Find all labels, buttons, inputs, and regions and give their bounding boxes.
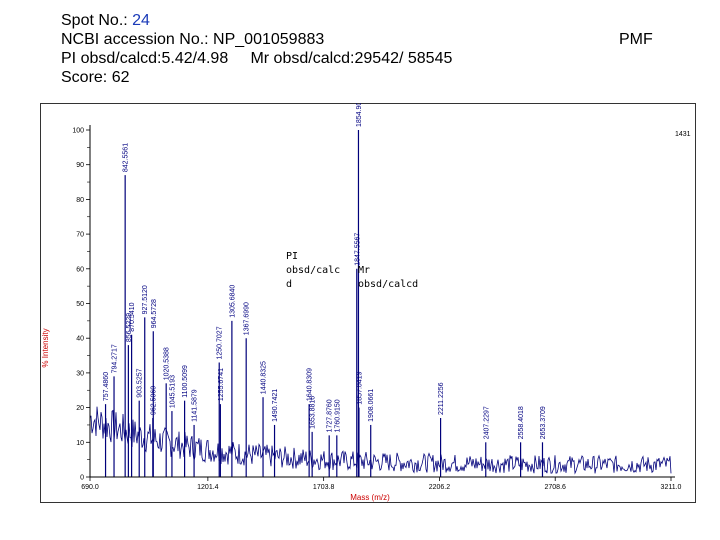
- peak-label: 903.5257: [137, 368, 144, 397]
- plot-frame: [40, 103, 696, 503]
- peak-label: 2407.2297: [483, 406, 490, 439]
- peak-label: 794.2717: [112, 344, 119, 373]
- y-axis-label: % Intensity: [41, 328, 50, 367]
- peak-label: 1305.6840: [229, 285, 236, 318]
- peak-label: 1141.5879: [192, 389, 199, 422]
- peak-label: 1255.6741: [218, 368, 225, 401]
- peak-label: 842.5561: [123, 143, 130, 172]
- peak-label: 1490.7421: [272, 389, 279, 422]
- y-tick-label: 100: [72, 128, 84, 135]
- peak-label: 2558.4018: [518, 406, 525, 439]
- peak-label: 1908.0661: [368, 389, 375, 422]
- x-axis-label: Mass (m/z): [350, 493, 390, 502]
- peak-label: 870.5410: [129, 302, 136, 331]
- pmf-label: PMF: [619, 31, 653, 48]
- peak-label: 1020.5388: [164, 347, 171, 380]
- spot-label: Spot No.:: [61, 12, 133, 29]
- peak-label: 1100.5099: [182, 365, 189, 398]
- max-intensity-label: 1431: [675, 131, 691, 138]
- y-tick-label: 50: [76, 301, 84, 308]
- peak-label: 964.5728: [151, 299, 158, 328]
- y-tick-label: 10: [76, 440, 84, 447]
- y-tick-label: 0: [80, 475, 84, 482]
- peak-label: 1857.0419: [357, 371, 364, 404]
- pi-overlay-text: PI obsd/calc d: [286, 251, 341, 290]
- spot-header: Spot No.: 24 NCBI accession No.: NP_0010…: [61, 11, 452, 87]
- y-tick-label: 80: [76, 197, 84, 204]
- score-line: Score: 62: [61, 69, 130, 86]
- peak-label: 1727.8760: [327, 399, 334, 432]
- y-tick-label: 70: [76, 232, 84, 239]
- x-tick-label: 1201.4: [197, 484, 219, 491]
- peak-label: 1847.5567: [354, 233, 361, 266]
- mass-spectrum-chart: 0 10 20 30 40 50 60 70 80 90 100 690.0 1201.4 1703.8 2…: [40, 103, 696, 503]
- y-tick-label: 90: [76, 162, 84, 169]
- peak-label: 1653.8816: [310, 396, 317, 429]
- x-tick-label: 2708.6: [545, 484, 567, 491]
- x-tick-label: 1703.8: [313, 484, 335, 491]
- y-tick-label: 30: [76, 370, 84, 377]
- peak-label: 962.5060: [150, 386, 157, 415]
- peak-label: 2653.3709: [540, 406, 547, 439]
- spot-number: 24: [132, 12, 150, 29]
- peak-label: 856.5229: [126, 313, 133, 342]
- x-tick-label: 690.0: [81, 484, 99, 491]
- x-tick-label: 2206.2: [429, 484, 451, 491]
- peak-label: 2211.2256: [438, 382, 445, 415]
- peak-label: 1854.9057: [356, 103, 363, 127]
- y-tick-label: 20: [76, 405, 84, 412]
- peak-label: 927.5120: [142, 285, 149, 314]
- peak-label: 1440.8325: [261, 361, 268, 394]
- peak-sticks: [104, 130, 544, 477]
- peak-label: 1367.6990: [244, 302, 251, 335]
- spectrum-trace: [89, 406, 672, 475]
- x-tick-label: 3211.0: [661, 484, 682, 491]
- spot-line: Spot No.: 24: [61, 11, 452, 30]
- peak-label: 757.4860: [103, 372, 110, 401]
- mr-overlay-text: Mr obsd/calcd: [358, 265, 419, 290]
- y-tick-label: 40: [76, 336, 84, 343]
- accession-line: NCBI accession No.: NP_001059883: [61, 31, 325, 48]
- peak-label: 1250.7027: [217, 326, 224, 359]
- peak-label: 1760.9150: [334, 399, 341, 432]
- chart-axes: 0 10 20 30 40 50 60 70 80 90 100 690.0 1201.4 1703.8 2…: [72, 125, 682, 491]
- y-tick-label: 60: [76, 266, 84, 273]
- pi-mr-line: PI obsd/calcd:5.42/4.98 Mr obsd/calcd:29…: [61, 50, 453, 67]
- peak-label: 1640.8309: [307, 368, 314, 401]
- peak-label: 1045.5193: [169, 375, 176, 408]
